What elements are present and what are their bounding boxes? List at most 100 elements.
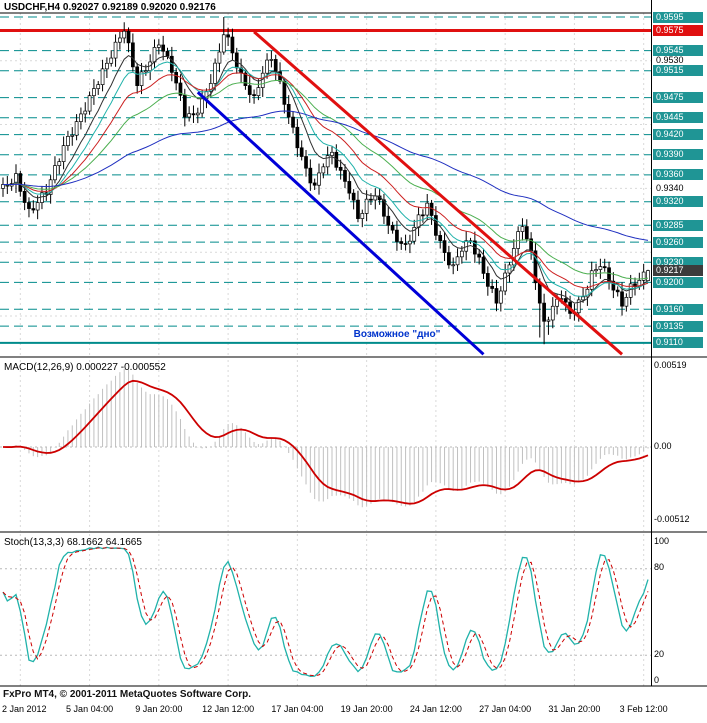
candle: [364, 198, 369, 214]
candle: [131, 42, 135, 68]
candle: [35, 202, 40, 211]
price-level-label: 0.9575: [653, 24, 703, 36]
candle: [265, 59, 269, 74]
candle: [451, 264, 456, 267]
candle: [343, 170, 347, 182]
possible-bottom-annotation: Возможное "дно": [353, 328, 441, 340]
candle: [195, 112, 200, 116]
time-label: 27 Jan 04:00: [479, 704, 532, 714]
time-label: 12 Jan 12:00: [202, 704, 255, 714]
price-level-label: 0.9445: [653, 112, 703, 124]
candle: [113, 41, 118, 59]
current-price-label: 0.9217: [653, 265, 703, 277]
candle: [256, 87, 261, 97]
candle: [282, 80, 287, 105]
candle: [295, 126, 300, 149]
candle: [234, 52, 239, 69]
candle: [576, 299, 581, 314]
candle: [403, 243, 408, 245]
price-level-label: 0.9390: [653, 149, 703, 161]
chart-title: USDCHF,H4 0.92027 0.92189 0.92020 0.9217…: [4, 2, 216, 13]
candle: [438, 235, 443, 241]
candle: [589, 270, 594, 290]
candle: [221, 34, 226, 53]
candle: [122, 30, 127, 39]
price-level-label: 0.9200: [653, 276, 703, 288]
candle: [408, 240, 412, 245]
candle: [74, 121, 79, 136]
candle: [646, 270, 650, 281]
candle: [360, 213, 365, 219]
candle: [330, 151, 334, 156]
copyright-text: FxPro MT4, © 2001-2011 MetaQuotes Softwa…: [3, 689, 251, 700]
candle: [156, 44, 161, 48]
candle: [18, 173, 23, 192]
candle: [200, 98, 204, 114]
candle: [83, 110, 88, 115]
time-label: 5 Jan 04:00: [66, 704, 114, 714]
price-level-label: 0.9285: [653, 219, 703, 231]
candle: [442, 240, 447, 253]
candle: [369, 198, 373, 201]
time-label: 9 Jan 20:00: [135, 704, 183, 714]
candle: [31, 208, 36, 211]
candle: [325, 155, 330, 168]
stoch-axis-label: 20: [654, 649, 665, 659]
trendlines[interactable]: [196, 30, 624, 356]
candle: [100, 68, 105, 86]
candle: [550, 305, 555, 321]
candle: [520, 226, 525, 232]
candle: [542, 302, 546, 322]
candle: [174, 72, 178, 84]
candle: [252, 94, 256, 96]
candle: [602, 266, 607, 269]
candle: [373, 195, 378, 201]
candle: [395, 229, 399, 242]
candle: [533, 250, 538, 284]
stoch-indicator-label: Stoch(13,3,3) 68.1662 64.1665: [4, 537, 142, 548]
candle: [386, 215, 391, 226]
candle: [247, 85, 252, 95]
candle: [382, 199, 386, 217]
candle: [412, 227, 417, 242]
time-axis[interactable]: 2 Jan 2012 5 Jan 04:00 9 Jan 20:00 12 Jan 1…: [0, 704, 707, 720]
price-level-label: 0.9530: [656, 55, 684, 66]
stoch-axis-label: 0: [654, 675, 660, 685]
candle: [191, 113, 196, 116]
time-label: 31 Jan 20:00: [548, 704, 601, 714]
candle: [477, 253, 482, 258]
candle: [48, 179, 53, 195]
time-label: 17 Jan 04:00: [271, 704, 324, 714]
price-level-label: 0.9230: [653, 256, 703, 268]
time-label: 2 Jan 2012: [2, 704, 47, 714]
price-axis[interactable]: 0.9595 0.9575 0.9545 0.9530 0.9515 0.9475 0.94…: [653, 0, 707, 686]
candle: [317, 172, 321, 186]
candle: [273, 59, 278, 73]
candle: [503, 272, 507, 292]
macd-axis-label: 0.00: [654, 441, 672, 451]
stoch-value-axis: 100 80 20 0: [654, 0, 707, 723]
candle: [304, 156, 308, 169]
candle: [537, 282, 542, 304]
price-level-label: 0.9420: [653, 129, 703, 141]
price-level-label: 0.9475: [653, 92, 703, 104]
candle: [390, 225, 395, 231]
price-level-label: 0.9360: [653, 169, 703, 181]
candle: [620, 291, 624, 307]
price-level-label: 0.9320: [653, 196, 703, 208]
candle: [27, 202, 31, 209]
candle: [135, 66, 140, 86]
time-label: 24 Jan 12:00: [409, 704, 462, 714]
candle: [425, 202, 430, 216]
candle: [434, 215, 438, 236]
candle: [628, 283, 633, 298]
candle: [338, 166, 343, 171]
candle: [118, 37, 122, 43]
candle: [399, 241, 404, 244]
candle: [624, 297, 629, 307]
stoch-level-lines: [0, 568, 651, 656]
price-level-label: 0.9260: [653, 236, 703, 248]
grid-lines: [0, 13, 651, 686]
